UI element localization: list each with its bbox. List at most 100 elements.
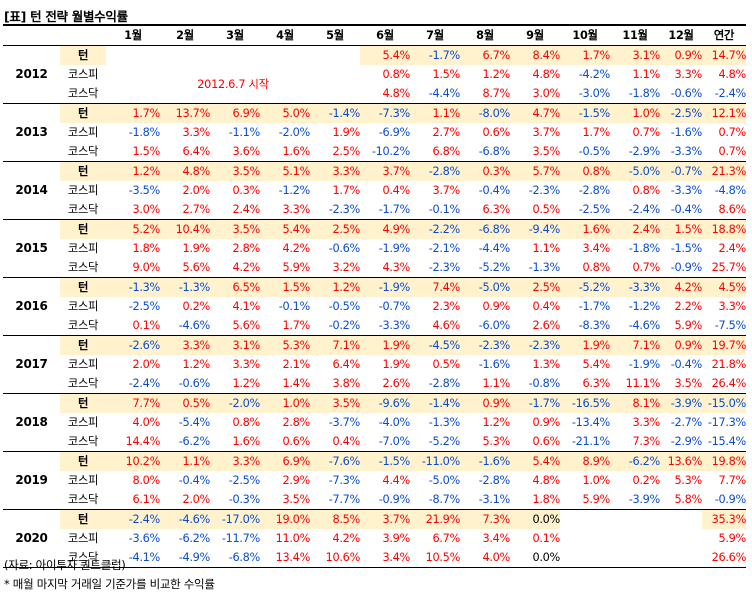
monthly-value: -2.7% (670, 416, 702, 429)
monthly-value: 1.2% (232, 377, 260, 390)
monthly-value: 13.6% (660, 451, 702, 471)
monthly-value: -1.6% (478, 358, 510, 371)
monthly-value (610, 529, 660, 548)
monthly-value: -3.7% (328, 416, 360, 429)
annual-value: 19.7% (702, 335, 746, 355)
monthly-value: 7.7% (106, 393, 160, 413)
row-turn-2015: 2015 턴 5.2% 10.4% 3.5% 5.4% 2.5% 4.9% -2.2% -6.8%… (3, 219, 746, 278)
monthly-value: 3.4% (582, 242, 610, 255)
row-kosdaq-2019: 코스닥 6.1% 2.0% -0.3% 3.5% -7.7% -0.9% -8.7% -3.1%… (3, 490, 746, 510)
monthly-value: 0.3% (460, 161, 510, 181)
monthly-value: -5.4% (178, 416, 210, 429)
monthly-value: -1.3% (428, 416, 460, 429)
year-label: 2017 (3, 335, 60, 394)
monthly-value: -5.0% (428, 474, 460, 487)
row-kosdaq-2012: 코스닥 4.8% -4.4% 8.7% 3.0% -3.0% -1.8% -0.6% -2.4% (3, 84, 746, 104)
row-kospi-2014: 코스피 -3.5% 2.0% 0.3% -1.2% 1.7% 0.4% 3.7% -0.4% -2… (3, 181, 746, 200)
monthly-value: -0.6% (178, 377, 210, 390)
series-label: 코스닥 (67, 493, 99, 506)
monthly-value: -6.8% (228, 551, 260, 564)
monthly-value: 0.5% (160, 393, 210, 413)
monthly-value: 1.7% (332, 184, 360, 197)
row-kosdaq-2020: 코스닥 -4.1% -4.9% -6.8% 13.4% 10.6% 3.4% 10.5% 4.0… (3, 548, 746, 568)
month-header: 2월 (160, 25, 210, 46)
row-turn-2020: 2020 턴 -2.4% -4.6% -17.0% 19.0% 8.5% 3.7% 21.9% 7… (3, 509, 746, 568)
monthly-value: -2.1% (428, 242, 460, 255)
monthly-value: 6.9% (210, 103, 260, 123)
monthly-value: -7.3% (328, 474, 360, 487)
monthly-value: 7.3% (460, 509, 510, 529)
monthly-value: 0.8% (582, 261, 610, 274)
monthly-value: 6.5% (210, 277, 260, 297)
monthly-value: -5.0% (460, 277, 510, 297)
series-label: 코스닥 (67, 377, 99, 390)
monthly-value: -0.8% (528, 377, 560, 390)
row-kospi-2013: 코스피 -1.8% 3.3% -1.1% -2.0% 1.9% -6.9% 2.7% 0.6% 3… (3, 123, 746, 142)
monthly-value: 2.5% (332, 145, 360, 158)
monthly-value: 2.6% (382, 377, 410, 390)
row-turn-2012: 2012 턴 5.4% -1.7% 6.7% 8.4% 1.7% 3.1% 0.9% 14.7% (3, 45, 746, 104)
monthly-value: -2.3% (328, 203, 360, 216)
annual-value: 35.3% (702, 509, 746, 529)
monthly-value: 1.0% (260, 393, 310, 413)
series-label: 코스피 (67, 242, 99, 255)
year-group-2020: 2020 턴 -2.4% -4.6% -17.0% 19.0% 8.5% 3.7% 21.9% 7… (3, 509, 746, 568)
monthly-value: 1.7% (560, 45, 610, 65)
monthly-value: 5.8% (674, 493, 702, 506)
monthly-value: -3.0% (578, 87, 610, 100)
monthly-value: 19.0% (260, 509, 310, 529)
annual-value: 18.8% (702, 219, 746, 239)
monthly-value: 8.9% (560, 451, 610, 471)
year-label: 2019 (3, 451, 60, 510)
monthly-value: -7.3% (360, 103, 410, 123)
monthly-value: 2.2% (674, 300, 702, 313)
monthly-value: -1.3% (528, 261, 560, 274)
annual-value: -7.5% (714, 319, 746, 332)
annual-value: 25.7% (711, 261, 746, 274)
monthly-value: 10.4% (160, 219, 210, 239)
monthly-value: -2.8% (578, 184, 610, 197)
annual-value: 3.3% (718, 300, 746, 313)
monthly-value: 4.2% (660, 277, 702, 297)
monthly-value: 2.7% (182, 203, 210, 216)
monthly-value: 1.1% (632, 68, 660, 81)
monthly-value: -0.4% (478, 184, 510, 197)
monthly-value: 0.5% (432, 358, 460, 371)
monthly-value: -2.5% (228, 474, 260, 487)
monthly-value: 6.3% (582, 377, 610, 390)
series-label: 턴 (60, 103, 106, 123)
monthly-value: 5.4% (510, 451, 560, 471)
monthly-value: 0.5% (532, 203, 560, 216)
monthly-value: -2.5% (128, 300, 160, 313)
monthly-value: -2.4% (128, 377, 160, 390)
row-kosdaq-2016: 코스닥 0.1% -4.6% 5.6% 1.7% -0.2% -3.3% 4.6% -6.0% 2… (3, 316, 746, 336)
year-group-2016: 2016 턴 -1.3% -1.3% 6.5% 1.5% 1.2% -1.9% 7.4% -5.0… (3, 277, 746, 336)
monthly-value: 3.7% (360, 509, 410, 529)
monthly-value: 1.8% (532, 493, 560, 506)
monthly-value: 10.5% (425, 551, 460, 564)
row-kospi-2019: 코스피 8.0% -0.4% -2.5% 2.9% -7.3% 4.4% -5.0% -2.8%… (3, 471, 746, 490)
monthly-value: 3.3% (160, 335, 210, 355)
monthly-value: 1.9% (382, 358, 410, 371)
monthly-value: 4.8% (382, 87, 410, 100)
annual-value: 19.8% (702, 451, 746, 471)
monthly-value: -7.6% (310, 451, 360, 471)
monthly-value: 21.9% (410, 509, 460, 529)
annual-value: 2.4% (718, 242, 746, 255)
start-date-note: 2012.6.7 시작 (106, 65, 360, 104)
month-header: 10월 (560, 25, 610, 46)
monthly-value: 4.0% (132, 416, 160, 429)
series-label: 턴 (60, 509, 106, 529)
monthly-value: -3.5% (128, 184, 160, 197)
annual-value: 7.7% (718, 474, 746, 487)
row-kospi-2020: 코스피 -3.6% -6.2% -11.7% 11.0% 4.2% 3.9% 6.7% 3.4%… (3, 529, 746, 548)
monthly-value: 8.1% (610, 393, 660, 413)
monthly-value: 4.0% (482, 551, 510, 564)
monthly-value: -1.2% (628, 300, 660, 313)
monthly-value: 0.8% (632, 184, 660, 197)
series-label: 턴 (60, 393, 106, 413)
monthly-value: 3.5% (210, 219, 260, 239)
monthly-value: -9.6% (360, 393, 410, 413)
annual-value: 0.7% (718, 126, 746, 139)
monthly-value: -1.6% (670, 126, 702, 139)
